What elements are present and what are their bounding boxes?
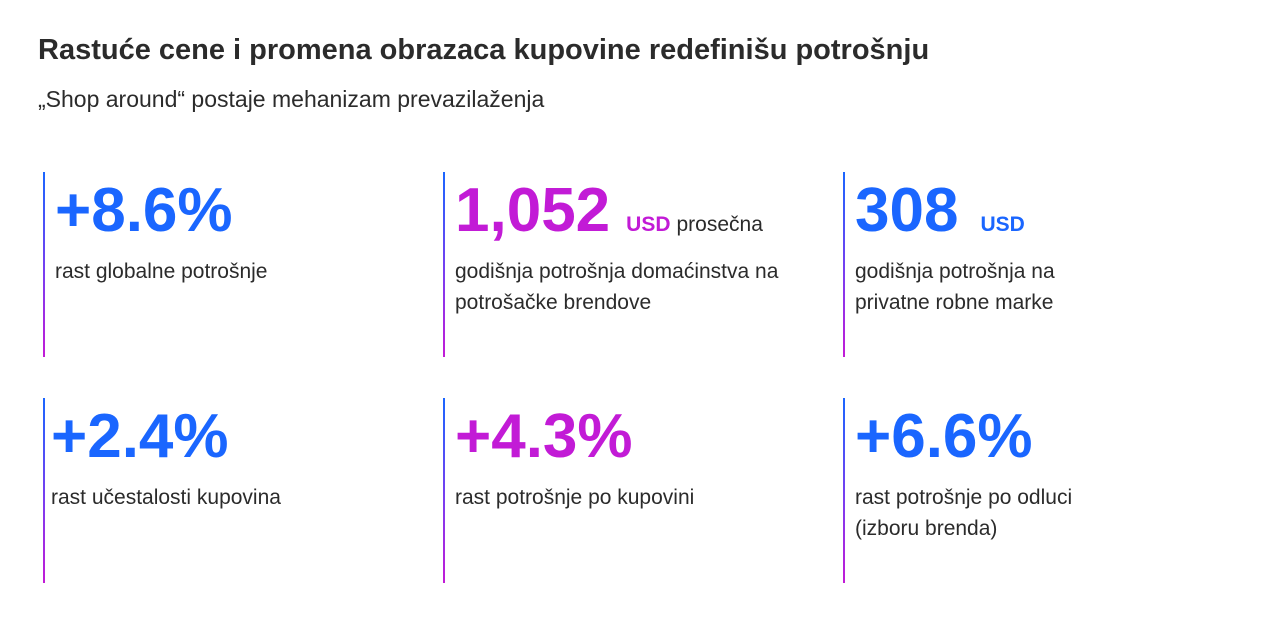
- gradient-divider: [43, 398, 45, 583]
- stat-description-line: privatne robne marke: [855, 291, 1054, 314]
- stat-line: +6.6%: [855, 406, 1033, 468]
- gradient-divider: [443, 172, 445, 357]
- stat-description-line: rast globalne potrošnje: [55, 260, 268, 283]
- gradient-divider: [843, 398, 845, 583]
- stat-unit: USD: [626, 213, 671, 236]
- stat-description-line: rast potrošnje po kupovini: [455, 486, 695, 509]
- stat-description: godišnja potrošnja na privatne robne mar…: [855, 256, 1235, 318]
- page-subtitle: „Shop around“ postaje mehanizam prevazil…: [38, 86, 545, 112]
- gradient-divider: [443, 398, 445, 583]
- stat-line: +4.3%: [455, 406, 633, 468]
- stat-value: +8.6%: [55, 176, 233, 245]
- page-title: Rastuće cene i promena obrazaca kupovine…: [38, 34, 930, 66]
- stat-value: +4.3%: [455, 402, 633, 471]
- stat-description: rast potrošnje po kupovini: [455, 482, 835, 513]
- stat-description-line: godišnja potrošnja domaćinstva na: [455, 260, 779, 283]
- stat-description-line: rast učestalosti kupovina: [51, 486, 281, 509]
- stat-description-line: (izboru brenda): [855, 517, 998, 540]
- gradient-divider: [43, 172, 45, 357]
- stat-line: +8.6%: [55, 180, 233, 242]
- stat-card-spend-per-decision: +6.6% rast potrošnje po odluci (izboru b…: [843, 398, 1233, 583]
- stat-description: rast globalne potrošnje: [55, 256, 435, 287]
- gradient-divider: [843, 172, 845, 357]
- stat-card-spend-per-purchase: +4.3% rast potrošnje po kupovini: [443, 398, 833, 583]
- stat-description-line: rast potrošnje po odluci: [855, 486, 1073, 509]
- stat-line: 308 USD: [855, 180, 1025, 242]
- stat-value: 1,052: [455, 176, 611, 245]
- stat-unit: USD: [980, 213, 1025, 236]
- stat-line: +2.4%: [51, 406, 229, 468]
- stat-value: 308: [855, 176, 959, 245]
- stat-description-line: godišnja potrošnja na: [855, 260, 1055, 283]
- stat-description: godišnja potrošnja domaćinstva na potroš…: [455, 256, 835, 318]
- stat-description: rast učestalosti kupovina: [51, 482, 431, 513]
- stat-line: 1,052 USD prosečna: [455, 180, 763, 242]
- stat-card-household-brands: 1,052 USD prosečna godišnja potrošnja doma…: [443, 172, 833, 357]
- stat-value: +6.6%: [855, 402, 1033, 471]
- stat-description: rast potrošnje po odluci (izboru brenda): [855, 482, 1235, 544]
- stat-tail-text: prosečna: [676, 213, 763, 236]
- stat-description-line: potrošačke brendove: [455, 291, 652, 314]
- stat-card-global-spending: +8.6% rast globalne potrošnje: [43, 172, 433, 357]
- stat-value: +2.4%: [51, 402, 229, 471]
- stat-card-private-labels: 308 USD godišnja potrošnja na privatne ro…: [843, 172, 1233, 357]
- stat-card-purchase-frequency: +2.4% rast učestalosti kupovina: [43, 398, 433, 583]
